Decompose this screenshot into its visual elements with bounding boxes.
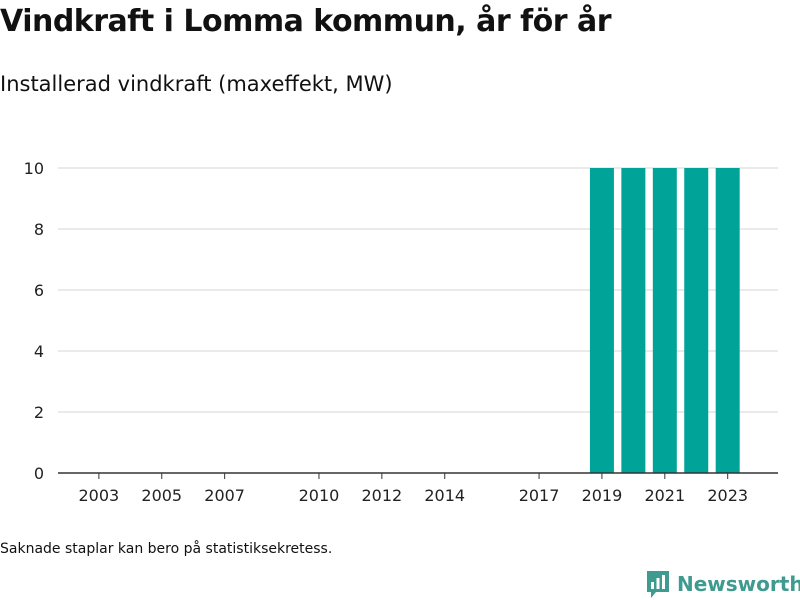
y-tick-label: 10 bbox=[24, 159, 44, 178]
x-tick-label: 2014 bbox=[424, 486, 465, 505]
x-tick-label: 2017 bbox=[519, 486, 560, 505]
x-tick-label: 2019 bbox=[582, 486, 623, 505]
x-tick-label: 2023 bbox=[707, 486, 748, 505]
x-tick-label: 2003 bbox=[79, 486, 120, 505]
y-tick-label: 6 bbox=[34, 281, 44, 300]
footnote: Saknade staplar kan bero på statistiksek… bbox=[0, 541, 333, 557]
x-tick-label: 2012 bbox=[361, 486, 402, 505]
brand-logo: Newsworthy bbox=[645, 569, 800, 599]
y-tick-label: 8 bbox=[34, 220, 44, 239]
x-tick-label: 2010 bbox=[299, 486, 340, 505]
y-tick-label: 0 bbox=[34, 464, 44, 483]
brand-name: Newsworthy bbox=[677, 572, 800, 596]
newsworthy-logo-icon bbox=[647, 571, 669, 598]
bar bbox=[715, 168, 740, 473]
bar bbox=[652, 168, 677, 473]
chart-subtitle: Installerad vindkraft (maxeffekt, MW) bbox=[0, 72, 393, 96]
y-tick-label: 2 bbox=[34, 403, 44, 422]
x-tick-label: 2005 bbox=[141, 486, 182, 505]
bar bbox=[589, 168, 614, 473]
bar bbox=[621, 168, 646, 473]
x-tick-label: 2021 bbox=[644, 486, 685, 505]
y-tick-label: 4 bbox=[34, 342, 44, 361]
chart-title: Vindkraft i Lomma kommun, år för år bbox=[0, 4, 612, 39]
bar bbox=[684, 168, 709, 473]
x-tick-label: 2007 bbox=[204, 486, 245, 505]
